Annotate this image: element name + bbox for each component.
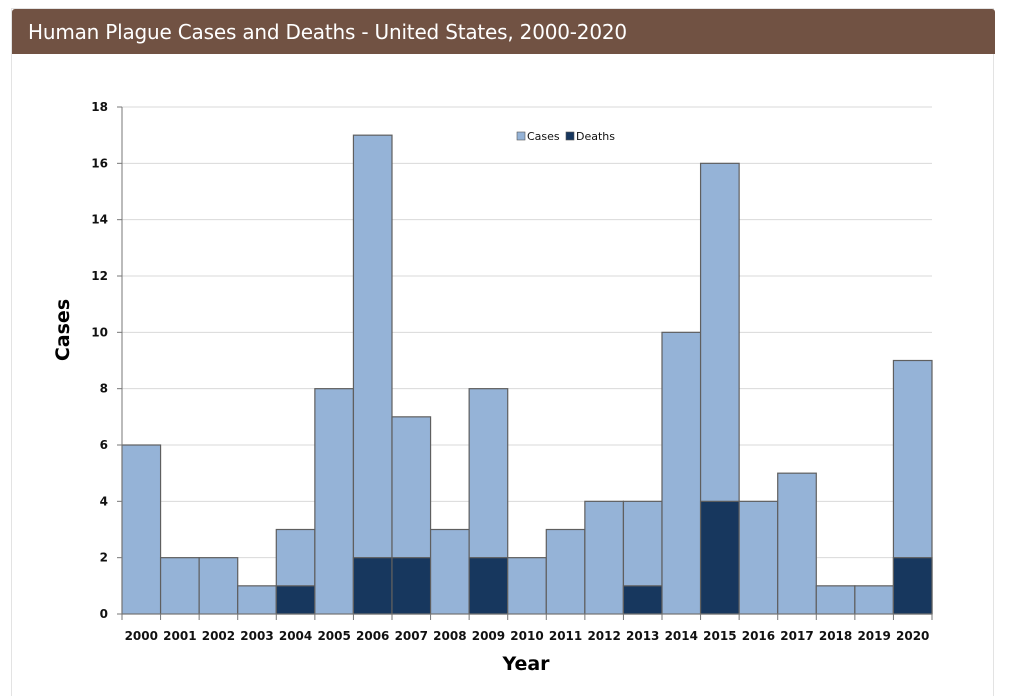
x-tick-label: 2020	[896, 629, 929, 643]
bar-cases-2010	[507, 557, 547, 615]
bars	[121, 134, 933, 615]
x-tick-label: 2007	[395, 629, 428, 643]
y-tick-label: 12	[91, 269, 108, 283]
x-tick-label: 2016	[742, 629, 775, 643]
x-tick-label: 2018	[819, 629, 852, 643]
x-axis-title: Year	[501, 653, 550, 675]
x-tick-label: 2004	[279, 629, 312, 643]
bar-cases-2008	[429, 528, 470, 615]
legend: Cases Deaths	[516, 130, 615, 143]
axes: 0 2 4 6 8 10 12 14 16 18 2000 2001 2002 2003 2004 2005 2…	[91, 100, 933, 643]
y-tick-label: 10	[91, 325, 108, 339]
legend-swatch-cases	[516, 131, 526, 141]
bar-cases-2005	[314, 388, 355, 615]
bar-deaths-2020	[892, 557, 933, 615]
bar-deaths-2004	[275, 585, 316, 615]
y-tick-label: 14	[91, 213, 108, 227]
x-tick-label: 2010	[510, 629, 543, 643]
bar-deaths-2009	[468, 557, 509, 615]
y-tick-label: 2	[100, 551, 108, 565]
bar-deaths-2007	[391, 557, 432, 615]
bar-cases-2012	[584, 500, 625, 615]
page-title: Human Plague Cases and Deaths - United S…	[28, 19, 627, 44]
bar-cases-2002	[198, 557, 239, 615]
x-tick-label: 2008	[433, 629, 466, 643]
bar-cases-2017	[777, 472, 817, 615]
x-tick-label: 2003	[240, 629, 273, 643]
x-tick-label: 2012	[587, 629, 620, 643]
x-tick-label: 2006	[356, 629, 389, 643]
x-tick-label: 2005	[317, 629, 350, 643]
bar-deaths-2013	[622, 585, 663, 615]
x-tick-label: 2019	[857, 629, 890, 643]
x-tick-label: 2013	[626, 629, 659, 643]
x-tick-label: 2001	[163, 629, 196, 643]
bar-cases-2001	[159, 557, 200, 615]
bar-cases-2018	[815, 585, 856, 615]
bar-cases-2003	[237, 585, 277, 615]
x-tick-label: 2000	[125, 629, 158, 643]
bar-cases-2006	[352, 134, 393, 615]
bar-cases-2011	[545, 528, 586, 615]
x-tick-label: 2017	[780, 629, 813, 643]
bar-cases-2000	[121, 444, 162, 615]
y-tick-label: 18	[91, 100, 108, 114]
x-tick-label: 2015	[703, 629, 736, 643]
x-tick-label: 2002	[202, 629, 235, 643]
x-tick-label: 2009	[472, 629, 505, 643]
x-tick-label: 2014	[665, 629, 698, 643]
bar-cases-2019	[854, 585, 895, 615]
legend-swatch-deaths	[565, 131, 575, 141]
bar-deaths-2015	[699, 500, 740, 615]
bar-cases-2014	[661, 331, 702, 615]
bar-cases-2016	[738, 500, 779, 615]
gridlines	[122, 106, 932, 559]
panel-header: Human Plague Cases and Deaths - United S…	[12, 9, 995, 54]
bar-deaths-2006	[352, 557, 393, 615]
y-tick-label: 6	[100, 438, 108, 452]
legend-label-deaths: Deaths	[576, 130, 615, 143]
y-tick-label: 8	[100, 382, 108, 396]
y-axis-title: Cases	[52, 299, 74, 361]
x-tick-label: 2011	[549, 629, 582, 643]
y-tick-label: 0	[100, 607, 108, 621]
legend-label-cases: Cases	[527, 130, 560, 143]
y-tick-label: 16	[91, 156, 108, 170]
y-tick-label: 4	[100, 494, 108, 508]
